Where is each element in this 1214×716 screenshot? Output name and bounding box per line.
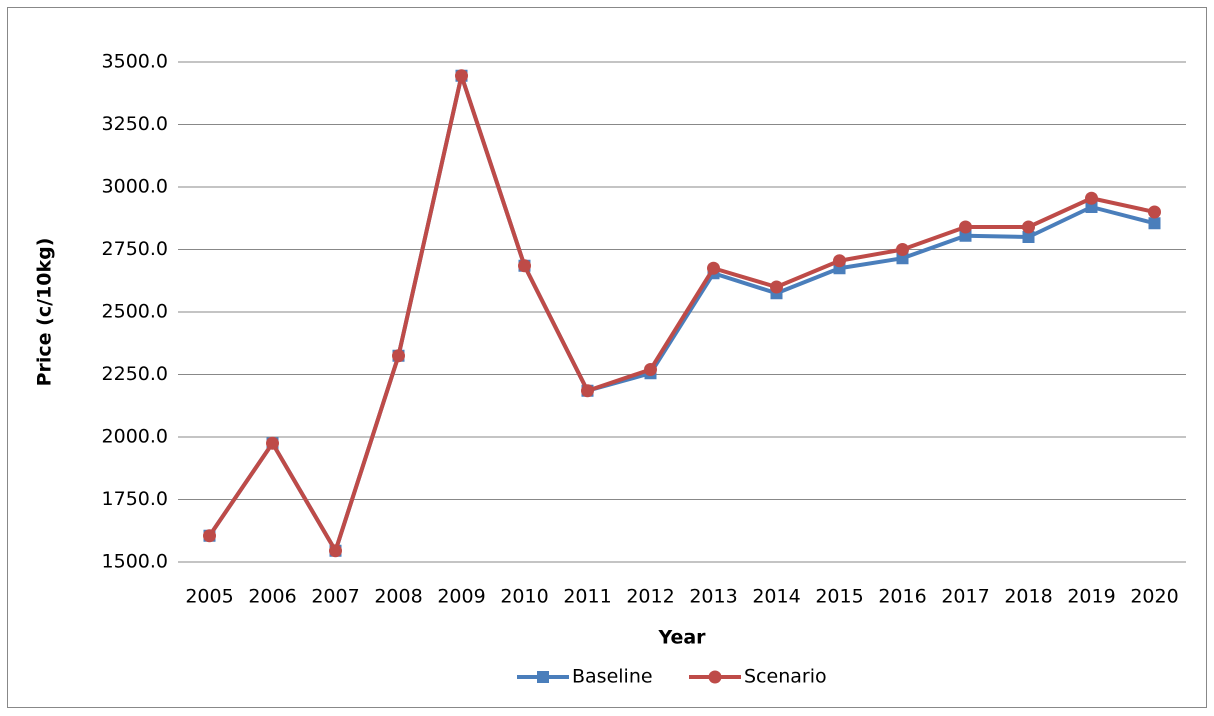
y-tick-label: 2750.0 — [102, 238, 168, 260]
y-tick-label: 2250.0 — [102, 363, 168, 385]
data-point — [518, 259, 531, 273]
x-tick-label: 2007 — [311, 586, 359, 608]
y-tick-label: 1750.0 — [102, 488, 168, 510]
legend-label: Scenario — [744, 666, 827, 688]
x-tick-label: 2006 — [248, 586, 296, 608]
x-tick-label: 2015 — [815, 586, 863, 608]
data-point — [896, 243, 909, 256]
x-tick-label: 2020 — [1130, 586, 1178, 608]
x-tick-label: 2012 — [626, 586, 674, 608]
x-tick-label: 2017 — [941, 586, 989, 608]
legend-marker — [537, 671, 549, 683]
y-tick-label: 1500.0 — [102, 551, 168, 573]
data-point — [707, 261, 720, 275]
x-tick-label: 2019 — [1067, 586, 1115, 608]
y-axis-title: Price (c/10kg) — [34, 238, 56, 387]
y-tick-label: 3250.0 — [102, 113, 168, 135]
data-point — [1148, 217, 1161, 230]
x-tick-label: 2018 — [1004, 586, 1052, 608]
x-tick-label: 2011 — [563, 586, 611, 608]
data-point — [1022, 231, 1035, 243]
y-tick-label: 2000.0 — [102, 426, 168, 448]
legend-label: Baseline — [572, 666, 653, 688]
data-point — [203, 529, 216, 543]
y-tick-label: 3500.0 — [102, 51, 168, 73]
data-point — [770, 280, 783, 294]
x-tick-label: 2005 — [185, 586, 233, 608]
data-point — [455, 69, 468, 83]
y-tick-label: 3000.0 — [102, 176, 168, 198]
data-point — [1148, 205, 1161, 219]
x-tick-label: 2014 — [752, 586, 800, 608]
y-tick-label: 2500.0 — [102, 301, 168, 323]
x-tick-label: 2016 — [878, 586, 926, 608]
x-axis-title: Year — [657, 627, 706, 649]
data-point — [266, 436, 279, 450]
data-point — [644, 363, 657, 376]
data-point — [329, 544, 342, 558]
data-point — [959, 220, 972, 234]
x-tick-label: 2010 — [500, 586, 548, 608]
data-point — [581, 384, 594, 398]
data-point — [833, 254, 846, 268]
x-tick-label: 2009 — [437, 586, 485, 608]
legend-marker — [708, 670, 722, 684]
data-point — [1085, 191, 1098, 205]
data-point — [1022, 220, 1035, 234]
data-point — [392, 349, 405, 363]
series-line — [207, 73, 1155, 553]
x-tick-label: 2008 — [374, 586, 422, 608]
x-tick-label: 2013 — [689, 586, 737, 608]
